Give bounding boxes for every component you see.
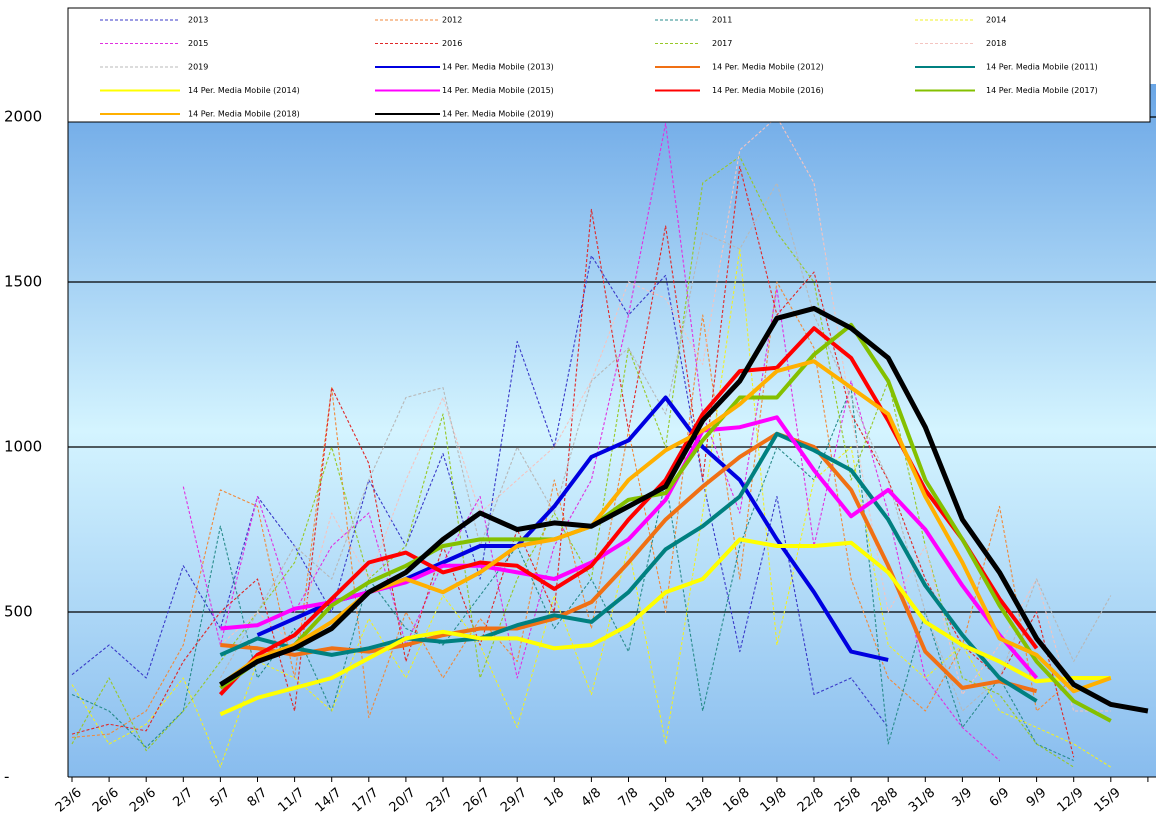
daily-line (220, 116, 1111, 712)
legend-label: 14 Per. Media Mobile (2019) (442, 110, 554, 119)
x-tick-label: 15/9 (1092, 785, 1124, 815)
moving-average-line (219, 431, 1038, 703)
x-tick-label: 22/8 (795, 785, 827, 815)
x-tick-label: 20/7 (387, 785, 419, 815)
x-tick-label: 4/8 (579, 785, 605, 810)
x-tick-label: 9/9 (1024, 785, 1050, 810)
daily-line (71, 165, 1075, 758)
legend-items: 2013 2012 2011 2014 2015 2016 2017 2018 2019 14 P… (100, 16, 1098, 119)
x-tick-label: 29/7 (498, 785, 530, 815)
x-tick-label: 2/7 (170, 785, 196, 810)
x-tick-label: 12/9 (1055, 785, 1087, 815)
legend-label: 14 Per. Media Mobile (2014) (188, 86, 300, 95)
x-tick-label: 6/9 (987, 785, 1013, 810)
legend-label: 14 Per. Media Mobile (2016) (712, 86, 824, 95)
legend-label: 14 Per. Media Mobile (2018) (188, 110, 300, 119)
x-tick-label: 5/7 (208, 785, 234, 810)
legend-label: 2014 (986, 16, 1006, 25)
y-tick-label: - (4, 768, 9, 786)
daily-line (219, 182, 1112, 712)
y-tick-label: 1000 (4, 438, 42, 456)
x-tick-label: 23/6 (53, 785, 85, 815)
legend-label: 2015 (188, 39, 208, 48)
moving-average-line (219, 322, 1112, 723)
legend-label: 2011 (712, 16, 732, 25)
x-tick-label: 26/7 (461, 785, 493, 815)
x-tick-label: 7/8 (616, 785, 642, 810)
x-ticks: 23/6 26/6 29/6 2/7 5/7 8/7 11/7 14/7 17/7 20/7 23/… (53, 777, 1149, 816)
legend-label: 14 Per. Media Mobile (2017) (986, 86, 1098, 95)
x-tick-label: 8/7 (245, 785, 271, 810)
x-tick-label: 1/8 (541, 785, 567, 810)
x-tick-label: 25/8 (832, 785, 864, 815)
x-tick-label: 16/8 (721, 785, 753, 815)
legend-label: 14 Per. Media Mobile (2011) (986, 63, 1098, 72)
x-tick-label: 19/8 (758, 785, 790, 815)
y-tick-label: 500 (4, 603, 33, 621)
x-tick-label: 28/8 (869, 785, 901, 815)
lines (71, 116, 1149, 768)
daily-line (71, 255, 889, 728)
x-tick-label: 31/8 (906, 785, 938, 815)
x-tick-label: 10/8 (646, 785, 678, 815)
x-tick-label: 14/7 (313, 785, 345, 815)
daily-line (71, 387, 1074, 762)
legend-label: 2012 (442, 16, 462, 25)
moving-average-line (220, 415, 1039, 680)
moving-average-line (219, 305, 1149, 714)
x-tick-label: 3/9 (950, 785, 976, 810)
x-tick-label: 26/6 (90, 785, 122, 815)
legend-label: 2018 (986, 39, 1006, 48)
x-tick-label: 23/7 (424, 785, 456, 815)
legend (67, 7, 1151, 123)
legend-label: 14 Per. Media Mobile (2012) (712, 63, 824, 72)
legend-label: 14 Per. Media Mobile (2015) (442, 86, 554, 95)
daily-line (71, 281, 1075, 738)
y-tick-label: 2000 (4, 108, 42, 126)
legend-label: 14 Per. Media Mobile (2013) (442, 63, 554, 72)
x-tick-label: 17/7 (350, 785, 382, 815)
y-tick-label: 1500 (4, 273, 42, 291)
x-tick-label: 29/6 (127, 785, 159, 815)
daily-line (71, 248, 1112, 768)
legend-label: 2013 (188, 16, 208, 25)
moving-average-line (219, 537, 1111, 717)
x-tick-label: 13/8 (684, 785, 716, 815)
x-tick-label: 11/7 (275, 785, 307, 815)
legend-label: 2017 (712, 39, 732, 48)
daily-line (182, 123, 1000, 761)
legend-label: 2016 (442, 39, 462, 48)
daily-line (71, 156, 1074, 768)
legend-label: 2019 (188, 63, 208, 72)
